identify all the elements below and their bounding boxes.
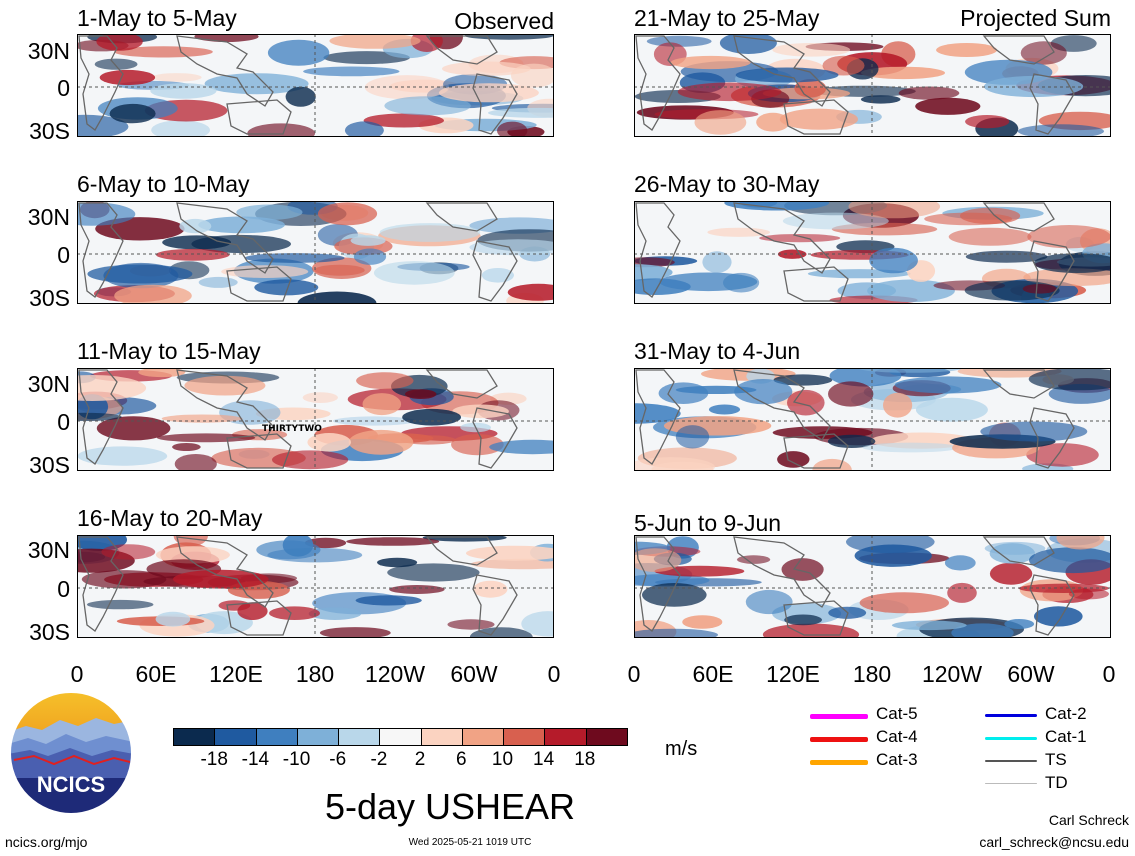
legend-label-cat2: Cat-2 <box>1045 704 1087 723</box>
lon-label-60e: 60E <box>692 661 734 687</box>
colorbar-swatch <box>461 729 504 745</box>
footer-link[interactable]: ncics.org/mjo <box>5 834 88 850</box>
lat-label-eq: 0 <box>57 75 70 101</box>
colorbar-swatch <box>503 729 545 745</box>
colorbar-tick-label: 2 <box>414 749 426 770</box>
colorbar-ticks: -18 -14 -10 -6 -2 2 6 10 14 18 <box>173 744 626 774</box>
shear-map-panel-6 <box>634 201 1111 304</box>
colorbar-tick-label: -6 <box>329 749 347 770</box>
colorbar-tick-label: -14 <box>241 749 270 770</box>
projected-sum-label: Projected Sum <box>960 5 1111 31</box>
units-label: m/s <box>665 738 698 760</box>
legend-line-cat1 <box>985 737 1037 740</box>
colorbar-swatch <box>420 729 462 745</box>
lon-label-180: 180 <box>295 661 335 687</box>
legend-label-cat5: Cat-5 <box>876 704 918 723</box>
lon-label-120e: 120E <box>766 661 820 687</box>
colorbar-tick-label: 18 <box>574 749 596 770</box>
lat-label-30n: 30N <box>27 38 70 64</box>
colorbar-tick-label: -10 <box>282 749 311 770</box>
colorbar-swatch <box>544 729 586 745</box>
lon-label-60w: 60W <box>1007 661 1055 687</box>
lat-label-30s: 30S <box>29 619 70 645</box>
lat-label-30n: 30N <box>27 204 70 230</box>
colorbar-swatch <box>174 729 215 745</box>
colorbar-swatch <box>585 729 627 745</box>
legend-line-td <box>985 783 1037 784</box>
lon-label-0-end: 0 <box>547 661 561 687</box>
author-name: Carl Schreck <box>1048 812 1129 828</box>
colorbar-tick-label: 14 <box>533 749 555 770</box>
panel-title-1: 1-May to 5-May <box>77 5 237 31</box>
ncics-logo: NCICS <box>9 691 133 815</box>
lon-label-120w: 120W <box>921 661 983 687</box>
storm-legend: Cat-5 Cat-4 Cat-3 Cat-2 Cat-1 TS TD <box>810 703 1130 803</box>
shear-map-panel-2 <box>77 201 554 304</box>
lon-label-0: 0 <box>70 661 84 687</box>
lon-label-180: 180 <box>852 661 892 687</box>
main-title: 5-day USHEAR <box>324 786 576 827</box>
colorbar-swatch <box>379 729 421 745</box>
legend-label-ts: TS <box>1045 750 1067 769</box>
colorbar-tick-label: 6 <box>455 749 467 770</box>
colorbar-tick-label: -18 <box>200 749 228 770</box>
timestamp: Wed 2025-05-21 1019 UTC <box>408 837 532 848</box>
lon-label-0: 0 <box>627 661 641 687</box>
colorbar <box>173 728 628 746</box>
legend-label-td: TD <box>1045 773 1068 792</box>
lon-label-120e: 120E <box>209 661 263 687</box>
shear-map-panel-1 <box>77 34 554 137</box>
legend-label-cat4: Cat-4 <box>876 727 918 746</box>
panel-title-2: 6-May to 10-May <box>77 171 250 197</box>
lat-label-eq: 0 <box>57 242 70 268</box>
colorbar-swatch <box>214 729 256 745</box>
lat-label-30s: 30S <box>29 118 70 144</box>
shear-map-panel-4 <box>77 535 554 638</box>
legend-line-ts <box>985 760 1037 762</box>
storm-name-label: THIRTYTWO <box>262 424 322 434</box>
legend-line-cat3 <box>810 760 868 765</box>
lat-label-eq: 0 <box>57 576 70 602</box>
lon-label-60e: 60E <box>135 661 177 687</box>
colorbar-swatch <box>255 729 297 745</box>
lon-label-120w: 120W <box>364 661 426 687</box>
lat-label-30n: 30N <box>27 371 70 397</box>
legend-label-cat1: Cat-1 <box>1045 727 1087 746</box>
panel-title-6: 26-May to 30-May <box>634 171 820 197</box>
lon-label-0-end: 0 <box>1102 661 1116 687</box>
shear-map-panel-7 <box>634 368 1111 471</box>
lon-label-60w: 60W <box>450 661 498 687</box>
legend-line-cat4 <box>810 737 868 742</box>
panel-title-3: 11-May to 15-May <box>77 338 261 364</box>
author-email[interactable]: carl_schreck@ncsu.edu <box>979 834 1129 850</box>
colorbar-swatch <box>338 729 380 745</box>
panel-title-8: 5-Jun to 9-Jun <box>634 510 782 536</box>
lat-label-30n: 30N <box>27 537 70 563</box>
legend-line-cat2 <box>985 714 1037 717</box>
colorbar-tick-label: 10 <box>491 749 514 770</box>
colorbar-swatch <box>296 729 339 745</box>
panel-title-7: 31-May to 4-Jun <box>634 338 801 364</box>
lat-label-30s: 30S <box>29 452 70 478</box>
observed-label: Observed <box>454 8 554 34</box>
logo-text: NCICS <box>37 772 105 797</box>
lat-label-eq: 0 <box>57 409 70 435</box>
legend-line-cat5 <box>810 714 868 719</box>
panel-title-4: 16-May to 20-May <box>77 505 263 531</box>
shear-map-panel-8 <box>634 535 1111 638</box>
legend-label-cat3: Cat-3 <box>876 750 918 769</box>
panel-title-5: 21-May to 25-May <box>634 5 820 31</box>
shear-map-panel-5 <box>634 34 1111 137</box>
lat-label-30s: 30S <box>29 285 70 311</box>
colorbar-tick-label: -2 <box>370 749 388 770</box>
shear-map-panel-3 <box>77 368 554 471</box>
